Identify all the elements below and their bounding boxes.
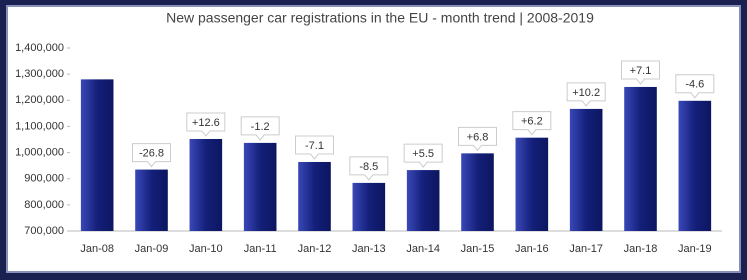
callout bbox=[295, 135, 334, 160]
x-tick-label: Jan-17 bbox=[569, 243, 603, 255]
bar bbox=[135, 169, 168, 231]
x-tick-label: Jan-16 bbox=[515, 243, 549, 255]
bar bbox=[515, 137, 549, 231]
annotation: -26.8 bbox=[139, 147, 164, 159]
annotation: -4.6 bbox=[685, 79, 704, 91]
callout bbox=[458, 126, 497, 152]
bar bbox=[352, 182, 386, 231]
callout bbox=[566, 82, 606, 107]
x-tick-label: Jan-09 bbox=[135, 243, 169, 255]
annotation: +10.2 bbox=[572, 87, 600, 99]
callout bbox=[675, 74, 715, 99]
x-tick-label: Jan-14 bbox=[406, 243, 440, 255]
annotation: +7.1 bbox=[630, 65, 652, 77]
callout bbox=[403, 143, 443, 168]
bar bbox=[80, 79, 114, 231]
y-tick-label: 1,400,000 bbox=[15, 42, 64, 54]
y-tick-label: 1,100,000 bbox=[15, 120, 64, 132]
x-tick-label: Jan-13 bbox=[352, 243, 386, 255]
callout bbox=[349, 156, 389, 181]
annotation: +6.2 bbox=[521, 116, 543, 128]
callout bbox=[240, 116, 280, 141]
x-tick-label: Jan-10 bbox=[189, 243, 223, 255]
bar bbox=[298, 161, 331, 231]
x-tick-label: Jan-12 bbox=[298, 243, 332, 255]
annotation: +5.5 bbox=[412, 148, 434, 160]
bar bbox=[678, 100, 712, 232]
callout bbox=[186, 112, 226, 137]
y-tick-label: 1,200,000 bbox=[15, 94, 64, 106]
x-tick-label: Jan-19 bbox=[678, 243, 712, 255]
y-tick-label: 1,300,000 bbox=[15, 68, 64, 80]
bar bbox=[569, 108, 603, 231]
bar bbox=[406, 170, 440, 231]
bar bbox=[189, 138, 223, 231]
annotation: -8.5 bbox=[359, 161, 378, 173]
callout bbox=[132, 143, 171, 168]
bar bbox=[461, 153, 494, 231]
callout bbox=[621, 60, 660, 85]
y-tick-label: 800,000 bbox=[24, 199, 64, 211]
annotation: +6.8 bbox=[467, 131, 489, 143]
annotation: +12.6 bbox=[192, 117, 220, 129]
x-tick-label: Jan-18 bbox=[624, 243, 658, 255]
x-tick-label: Jan-11 bbox=[244, 243, 277, 255]
bar bbox=[243, 142, 277, 231]
y-tick-label: 1,000,000 bbox=[15, 146, 64, 158]
x-tick-label: Jan-15 bbox=[461, 243, 495, 255]
y-tick-label: 700,000 bbox=[24, 225, 64, 237]
y-tick-label: 900,000 bbox=[24, 173, 64, 185]
bar bbox=[624, 86, 657, 232]
chart-title: New passenger car registrations in the E… bbox=[166, 10, 594, 26]
x-tick-label: Jan-08 bbox=[80, 243, 114, 255]
annotation: -1.2 bbox=[251, 121, 270, 133]
callout bbox=[512, 111, 552, 136]
annotation: -7.1 bbox=[305, 140, 324, 152]
